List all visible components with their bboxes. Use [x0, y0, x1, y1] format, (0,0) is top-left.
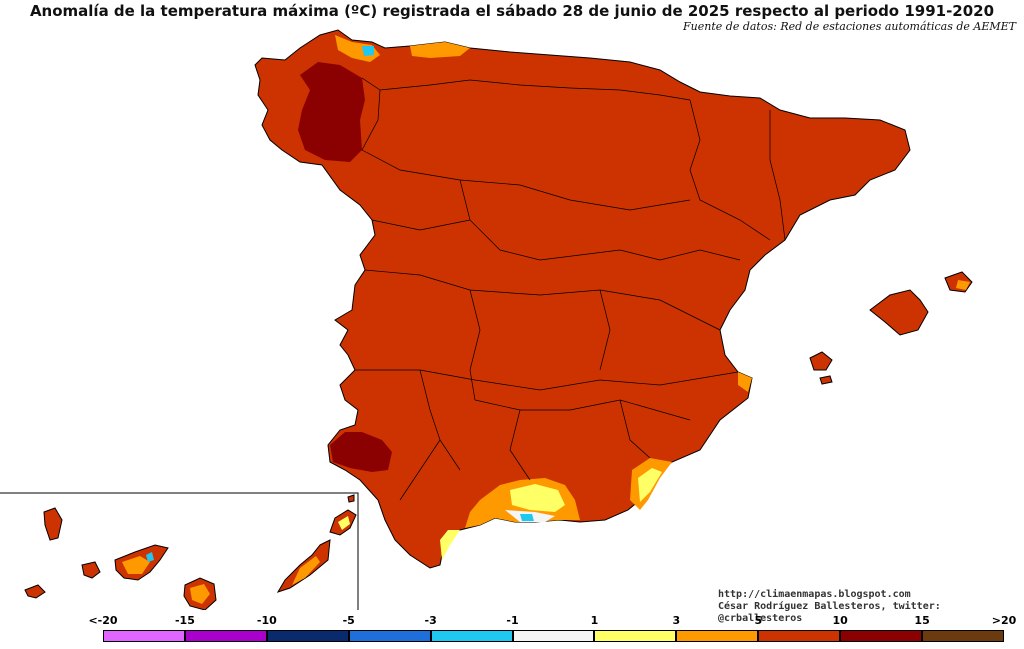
menorca-warm [956, 280, 970, 290]
credits-url: http://climaenmapas.blogspot.com [718, 589, 911, 600]
ibiza [809, 351, 833, 371]
credits: http://climaenmapas.blogspot.com César R… [718, 589, 1024, 625]
tenerife-cool [146, 552, 154, 562]
cantabrian-warm-band [410, 42, 470, 58]
legend-tick-label: -15 [174, 614, 195, 627]
north-coast-cool-spot [362, 46, 374, 56]
tenerife-warm [122, 556, 150, 574]
galicia-high-anomaly [298, 62, 365, 162]
cadiz-mild-band [440, 530, 460, 560]
alegranza [347, 494, 355, 503]
legend-tick-label: 15 [914, 614, 930, 627]
color-legend: <-20 -15 -10 -5 -3 -1 1 3 5 10 15 >20 [0, 614, 1024, 649]
legend-tick-label: -3 [424, 614, 437, 627]
la-palma [43, 507, 63, 541]
legend-swatch [676, 630, 759, 642]
legend-swatch [922, 630, 1004, 642]
fuerteventura-warm [292, 556, 320, 585]
iberian-peninsula [254, 29, 911, 569]
legend-tick-label: 1 [590, 614, 599, 627]
south-coast-cold-spot [520, 514, 534, 521]
legend-tick-label: 5 [754, 614, 763, 627]
legend-swatch [594, 630, 677, 642]
legend-tick-label: -10 [256, 614, 277, 627]
el-hierro [24, 584, 46, 599]
legend-swatch [103, 630, 185, 642]
almeria-mild-band [638, 468, 662, 502]
legend-swatch [758, 630, 841, 642]
la-gomera [81, 561, 101, 579]
legend-tick-label: 3 [672, 614, 681, 627]
legend-tick-label: >20 [991, 614, 1017, 627]
mallorca [869, 289, 929, 336]
anomaly-map [0, 29, 973, 610]
legend-swatch [348, 630, 431, 642]
legend-tick-label: -1 [506, 614, 519, 627]
legend-tick-label: -5 [342, 614, 355, 627]
lanzarote-mild [338, 516, 350, 530]
legend-swatch [840, 630, 923, 642]
legend-tick-label: 10 [832, 614, 848, 627]
gran-canaria-warm [190, 584, 210, 604]
credits-author: César Rodríguez Ballesteros, twitter: @c… [718, 601, 941, 624]
huelva-high-anomaly [330, 432, 392, 472]
map-title: Anomalía de la temperatura máxima (ºC) r… [29, 2, 995, 20]
legend-swatch [184, 630, 267, 642]
canary-inset-frame [0, 492, 359, 610]
data-source: Fuente de datos: Red de estaciones autom… [683, 20, 1016, 33]
legend-swatch [266, 630, 349, 642]
valencia-warm-band [738, 372, 752, 392]
legend-tick-label: <-20 [88, 614, 118, 627]
legend-swatch [430, 630, 513, 642]
formentera [819, 375, 833, 385]
region-boundaries [355, 77, 786, 501]
south-coast-mild-band [510, 484, 565, 512]
legend-swatch [512, 630, 595, 642]
